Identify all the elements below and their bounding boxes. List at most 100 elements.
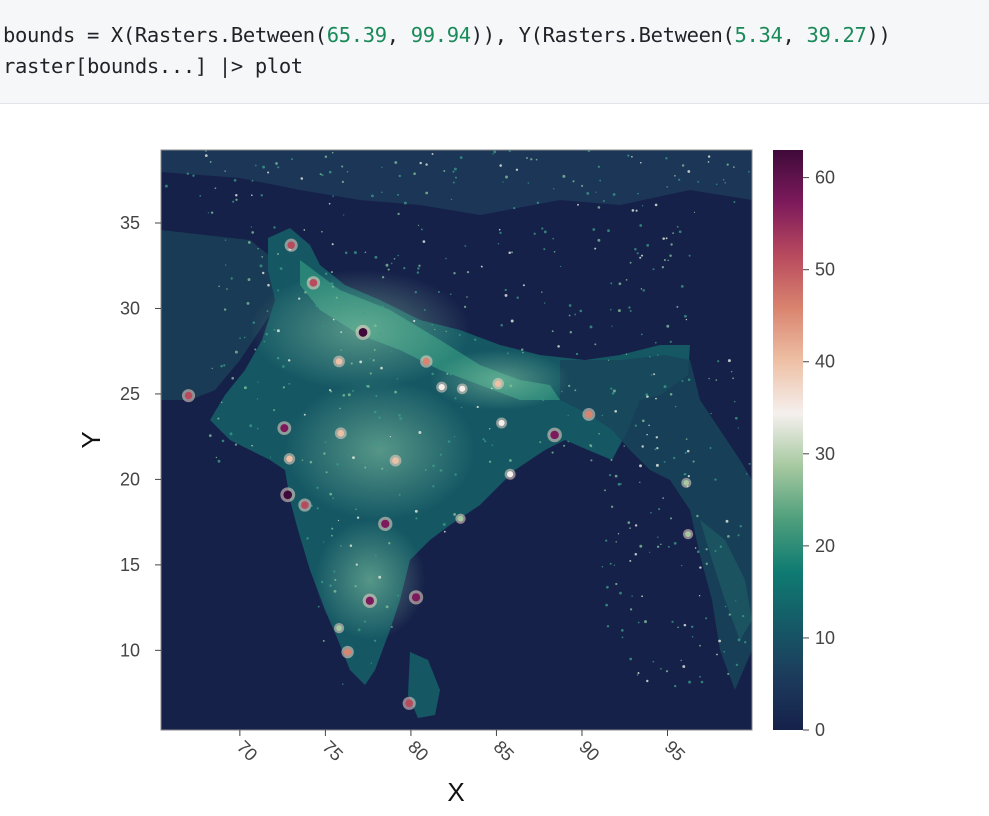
light-speck <box>399 417 402 420</box>
light-speck <box>727 672 730 675</box>
light-speck <box>634 248 637 251</box>
light-speck <box>330 271 333 274</box>
light-speck <box>364 251 367 254</box>
light-speck <box>453 272 456 275</box>
light-speck <box>527 182 530 184</box>
light-speck <box>575 352 579 356</box>
light-speck <box>164 184 168 188</box>
light-speck <box>595 191 597 193</box>
light-speck <box>397 212 400 216</box>
light-speck <box>354 585 357 588</box>
light-speck <box>445 257 447 260</box>
light-speck <box>725 519 729 523</box>
light-speck <box>390 625 393 628</box>
x-tick-label: 85 <box>490 737 518 765</box>
light-speck <box>620 629 624 632</box>
myanmar-coast <box>700 520 752 640</box>
hotspot <box>286 455 293 463</box>
light-speck <box>324 155 328 159</box>
light-speck <box>226 288 228 290</box>
light-speck <box>671 620 674 623</box>
light-speck <box>431 372 434 376</box>
light-speck <box>261 271 265 275</box>
terrain-north <box>161 150 752 215</box>
light-speck <box>309 460 313 464</box>
hotspot <box>344 648 352 656</box>
light-speck <box>403 266 406 270</box>
light-speck <box>319 173 322 176</box>
light-speck <box>186 172 190 175</box>
raster-layer <box>161 150 752 718</box>
hotspot <box>422 357 430 365</box>
light-speck <box>324 272 328 275</box>
code-token: )), Y(Rasters.Between( <box>470 23 735 47</box>
light-speck <box>454 397 457 400</box>
light-speck <box>235 198 238 201</box>
number-literal: 39.27 <box>806 23 867 47</box>
light-speck <box>256 427 259 430</box>
light-speck <box>522 284 525 287</box>
light-speck <box>543 230 547 234</box>
hotspot <box>337 429 345 437</box>
light-speck <box>373 324 377 328</box>
light-speck <box>331 243 334 246</box>
light-speck <box>683 473 686 476</box>
light-speck <box>334 578 337 581</box>
colorbar-tick-label: 10 <box>815 628 835 648</box>
light-speck <box>644 620 647 624</box>
light-speck <box>298 297 301 300</box>
light-speck <box>320 580 324 584</box>
code-cell[interactable]: bounds = X(Rasters.Between(65.39, 99.94)… <box>0 0 989 104</box>
light-speck <box>640 161 642 164</box>
light-speck <box>646 679 649 683</box>
light-speck <box>542 399 545 402</box>
light-speck <box>218 285 220 288</box>
light-speck <box>617 482 621 486</box>
light-speck <box>605 603 608 607</box>
light-speck <box>728 613 731 616</box>
light-speck <box>454 473 457 476</box>
light-speck <box>279 267 283 270</box>
light-speck <box>663 460 666 463</box>
light-speck <box>541 227 544 230</box>
light-speck <box>376 443 380 447</box>
light-speck <box>708 377 710 380</box>
light-speck <box>652 660 655 663</box>
light-speck <box>615 541 617 543</box>
light-speck <box>594 247 597 250</box>
light-speck <box>267 171 270 174</box>
light-speck <box>234 350 238 354</box>
light-speck <box>539 441 542 444</box>
light-speck <box>352 389 354 392</box>
light-speck <box>489 428 491 430</box>
light-speck <box>666 186 669 188</box>
light-speck <box>416 271 420 274</box>
light-speck <box>699 566 702 569</box>
y-tick-label: 20 <box>120 469 140 489</box>
hotspot <box>381 519 390 528</box>
light-speck <box>276 356 280 360</box>
light-speck <box>687 475 690 478</box>
light-speck <box>685 438 688 440</box>
hotspot <box>683 480 690 486</box>
light-speck <box>492 153 494 155</box>
light-speck <box>505 175 508 179</box>
light-speck <box>239 337 241 339</box>
light-speck <box>709 446 712 450</box>
light-speck <box>316 507 319 510</box>
light-speck <box>551 451 554 454</box>
light-speck <box>277 289 280 292</box>
light-speck <box>403 201 407 205</box>
light-speck <box>661 266 665 269</box>
light-speck <box>653 373 656 376</box>
light-speck <box>687 378 691 382</box>
light-speck <box>746 473 748 475</box>
light-speck <box>257 381 259 383</box>
light-speck <box>619 591 622 595</box>
light-speck <box>652 268 655 271</box>
light-speck <box>464 245 467 247</box>
light-speck <box>669 393 673 396</box>
light-speck <box>223 308 227 311</box>
light-speck <box>484 440 487 443</box>
light-speck <box>667 545 670 548</box>
